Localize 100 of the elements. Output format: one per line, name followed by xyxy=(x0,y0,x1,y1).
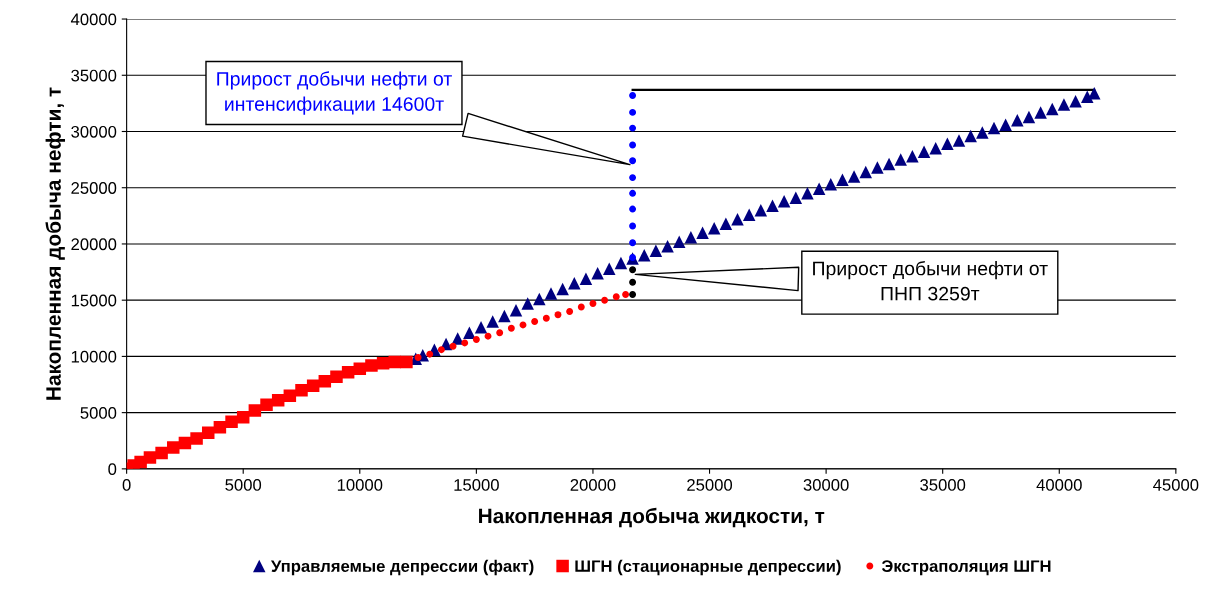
point xyxy=(376,356,390,370)
point xyxy=(629,92,637,99)
point xyxy=(1022,110,1036,124)
point xyxy=(248,404,262,417)
point xyxy=(929,142,942,155)
point xyxy=(789,191,803,205)
legend-label: Экстраполяция ШГН xyxy=(881,560,1051,576)
point xyxy=(952,134,966,147)
y-tick-label: 20000 xyxy=(71,238,117,251)
point xyxy=(566,307,574,315)
point xyxy=(964,129,977,143)
point xyxy=(568,277,581,290)
point xyxy=(589,300,597,308)
x-tick-label: 5000 xyxy=(225,479,262,491)
point xyxy=(859,165,872,179)
point xyxy=(999,118,1012,131)
point xyxy=(484,332,492,340)
y-tick-label: 30000 xyxy=(71,125,117,138)
x-tick-label: 45000 xyxy=(1153,479,1199,491)
x-tick-label: 25000 xyxy=(687,479,733,491)
point xyxy=(766,199,779,212)
point xyxy=(622,291,630,299)
point xyxy=(521,297,534,310)
point xyxy=(531,318,539,326)
y-tick-label: 0 xyxy=(108,463,117,476)
point xyxy=(306,379,320,392)
point xyxy=(1011,114,1024,127)
point xyxy=(601,296,609,304)
point xyxy=(260,398,273,412)
point xyxy=(629,278,637,286)
point xyxy=(533,292,546,306)
point xyxy=(941,137,954,151)
point xyxy=(426,350,434,358)
y-tick-label: 40000 xyxy=(70,13,117,26)
x-tick-label: 40000 xyxy=(1036,479,1082,491)
point xyxy=(649,244,663,257)
y-axis-title: Накопленная добыча нефти, т xyxy=(45,87,66,400)
y-tick-label: 25000 xyxy=(71,182,117,194)
point xyxy=(1046,102,1059,116)
x-tick-label: 35000 xyxy=(920,479,966,491)
point xyxy=(236,410,250,424)
point xyxy=(871,161,884,174)
point xyxy=(579,272,593,286)
point xyxy=(976,126,989,139)
point xyxy=(629,266,637,274)
point xyxy=(1057,98,1071,111)
point xyxy=(143,451,157,464)
point xyxy=(754,203,768,217)
point xyxy=(731,212,744,226)
point xyxy=(190,432,203,445)
point xyxy=(629,222,637,230)
point xyxy=(917,145,931,158)
point xyxy=(696,226,709,239)
point xyxy=(629,189,637,197)
point xyxy=(629,124,637,132)
point xyxy=(544,287,558,300)
point xyxy=(213,421,227,434)
point xyxy=(496,329,504,337)
point xyxy=(661,239,674,253)
point xyxy=(155,446,168,460)
point xyxy=(167,441,180,454)
point xyxy=(498,309,511,323)
point xyxy=(474,320,488,334)
point xyxy=(463,326,476,340)
point xyxy=(554,311,562,319)
point xyxy=(603,262,616,275)
point xyxy=(672,235,686,248)
point xyxy=(742,208,756,221)
legend-label: Управляемые депрессии (факт) xyxy=(270,559,534,576)
point xyxy=(341,365,355,379)
point xyxy=(1034,106,1047,119)
point xyxy=(507,324,515,332)
point xyxy=(629,291,637,299)
point xyxy=(836,173,849,187)
point xyxy=(707,221,721,235)
point xyxy=(777,194,791,208)
point xyxy=(801,187,814,200)
point xyxy=(684,230,698,244)
point xyxy=(629,108,637,116)
point xyxy=(509,304,523,317)
point xyxy=(987,121,1001,135)
point xyxy=(556,282,569,296)
point xyxy=(894,153,907,166)
point xyxy=(330,370,343,383)
point xyxy=(201,426,215,440)
annotation: Прирост добычи нефти от ПНП 3259т xyxy=(813,260,1048,301)
point xyxy=(882,157,896,171)
point xyxy=(629,141,637,149)
point xyxy=(629,239,637,247)
x-tick-label: 0 xyxy=(122,479,131,491)
point xyxy=(906,149,919,163)
x-tick-label: 10000 xyxy=(337,479,383,491)
point xyxy=(225,415,238,428)
x-tick-label: 20000 xyxy=(570,479,616,491)
point xyxy=(638,248,651,262)
point xyxy=(812,182,826,196)
point xyxy=(612,293,620,301)
point xyxy=(400,355,413,369)
point xyxy=(449,342,457,350)
point xyxy=(486,315,499,328)
